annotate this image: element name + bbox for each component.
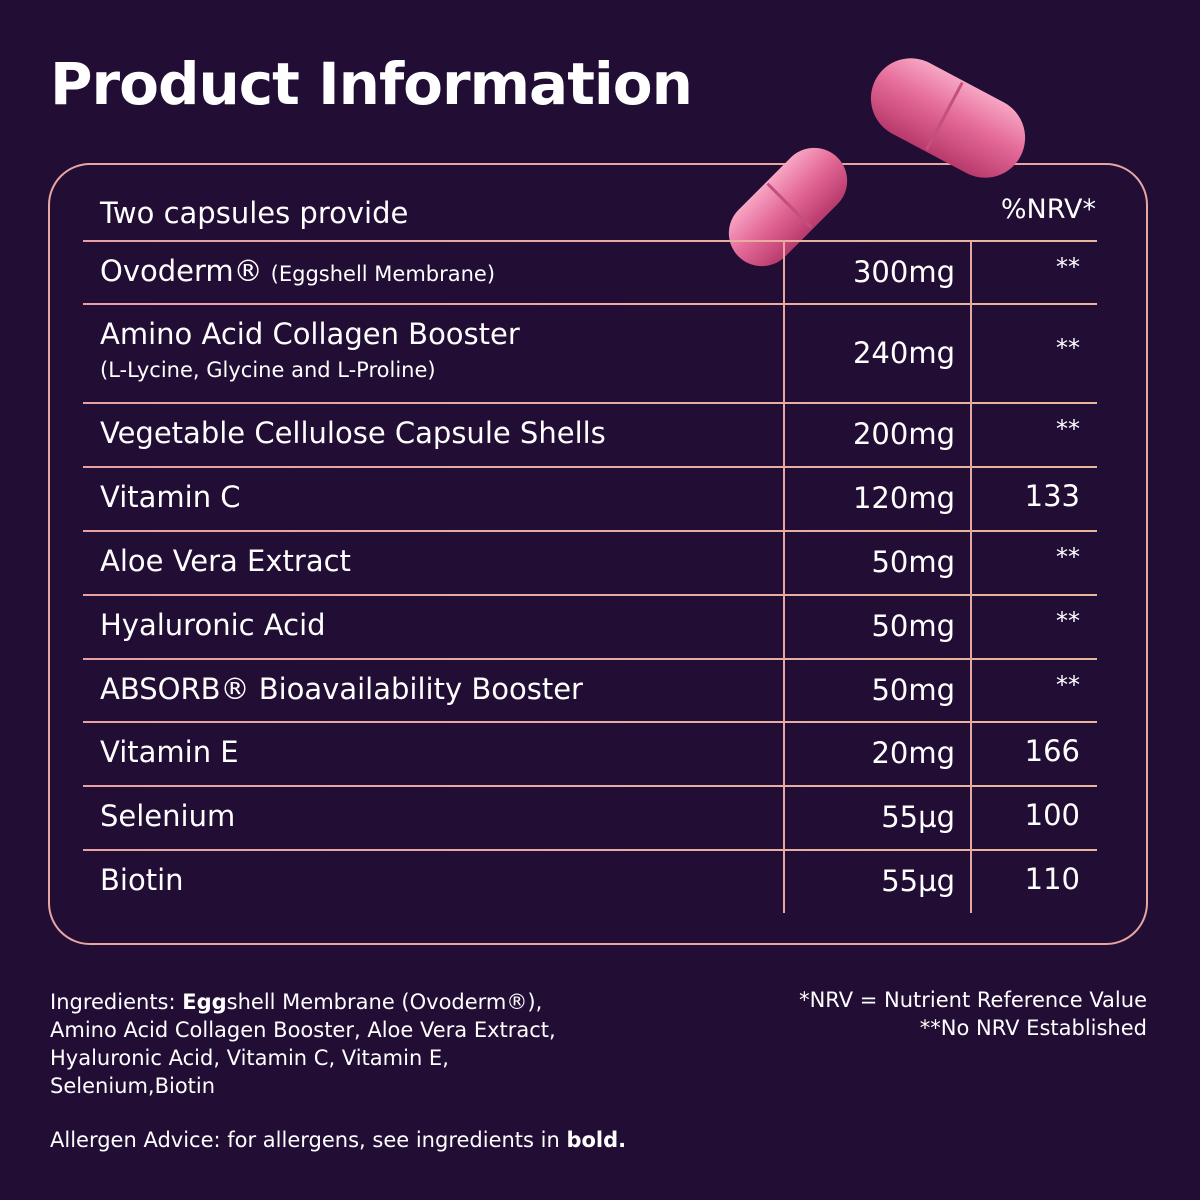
nrv: ** (1056, 333, 1080, 362)
ingredients-text: Ingredients: (50, 990, 183, 1014)
amount: 50mg (871, 545, 955, 579)
ingredient-line: Vitamin C (100, 480, 241, 514)
ingredient-name: ABSORB® Bioavailability Booster (100, 671, 583, 706)
ingredient-line: Ovoderm® (Eggshell Membrane) (100, 254, 495, 288)
row-divider (83, 466, 1097, 468)
row-divider (83, 240, 1097, 242)
nrv: ** (1056, 415, 1080, 443)
ingredient-name: Vitamin E (100, 735, 239, 769)
row-divider (83, 303, 1097, 305)
nrv: ** (1056, 543, 1080, 571)
allergen-text: Allergen Advice: for allergens, see ingr… (50, 1128, 567, 1152)
row-divider (83, 849, 1097, 851)
row-divider (83, 594, 1097, 596)
nrv: ** (1056, 252, 1080, 281)
nrv: 100 (1024, 798, 1080, 832)
capsules (728, 58, 1026, 267)
row-divider (83, 402, 1097, 404)
header-label: Two capsules provide (100, 196, 409, 230)
nrv: ** (1056, 670, 1080, 699)
title: Product Information (50, 50, 693, 118)
amount: 55µg (881, 800, 955, 834)
ingredient-note: (Eggshell Membrane) (270, 261, 496, 286)
amount: 240mg (852, 335, 955, 370)
ingredient-line: ABSORB® Bioavailability Booster (100, 672, 583, 706)
ingredient-note: (L-Lycine, Glycine and L-Proline) (100, 357, 436, 382)
capsule (728, 147, 848, 267)
capsule (870, 58, 1026, 178)
ingredient-line: Vegetable Cellulose Capsule Shells (100, 416, 606, 450)
nrv: 133 (1024, 479, 1080, 513)
header-nrv: %NRV* (1000, 194, 1096, 225)
ingredient-name: Biotin (100, 862, 184, 897)
nrv: ** (1056, 607, 1080, 635)
amount: 300mg (852, 254, 955, 289)
row-divider (83, 785, 1097, 787)
row-divider (83, 658, 1097, 660)
ingredient-line: Hyaluronic Acid (100, 608, 326, 642)
footnote: *NRV = Nutrient Reference Value (799, 988, 1147, 1012)
column-divider (783, 241, 785, 913)
allergen-bold: bold. (566, 1128, 627, 1152)
ingredients-text: shell Membrane (Ovoderm®), Amino Acid Co… (50, 990, 556, 1098)
amount: 50mg (871, 609, 955, 643)
amount: 200mg (852, 417, 955, 451)
ingredient-name: Amino Acid Collagen Booster (100, 316, 520, 351)
ingredient-name: Ovoderm® (100, 253, 263, 288)
ingredient-line: Selenium (100, 799, 235, 833)
column-divider (970, 241, 972, 913)
ingredient-line: Aloe Vera Extract (100, 544, 351, 578)
ingredient-name: Vegetable Cellulose Capsule Shells (100, 416, 606, 450)
footnote: **No NRV Established (919, 1016, 1147, 1040)
ingredient-name: Aloe Vera Extract (100, 544, 351, 578)
amount: 50mg (871, 672, 955, 707)
ingredient-name: Selenium (100, 799, 236, 833)
amount: 120mg (852, 481, 955, 515)
ingredient-line: Biotin (100, 863, 184, 897)
ingredient-name: Hyaluronic Acid (100, 608, 326, 642)
nrv: 166 (1024, 734, 1080, 768)
row-divider (83, 721, 1097, 723)
allergen-advice: Allergen Advice: for allergens, see ingr… (50, 1128, 626, 1152)
table-frame (48, 163, 1148, 945)
amount: 55µg (881, 863, 955, 898)
nrv: 110 (1024, 861, 1080, 896)
ingredient-line: Vitamin E (100, 735, 239, 769)
ingredients: Ingredients: Eggshell Membrane (Ovoderm®… (50, 988, 580, 1100)
row-divider (83, 530, 1097, 532)
ingredient-name: Vitamin C (100, 480, 241, 514)
ingredients-bold: Egg (182, 990, 227, 1014)
amount: 20mg (871, 736, 955, 770)
